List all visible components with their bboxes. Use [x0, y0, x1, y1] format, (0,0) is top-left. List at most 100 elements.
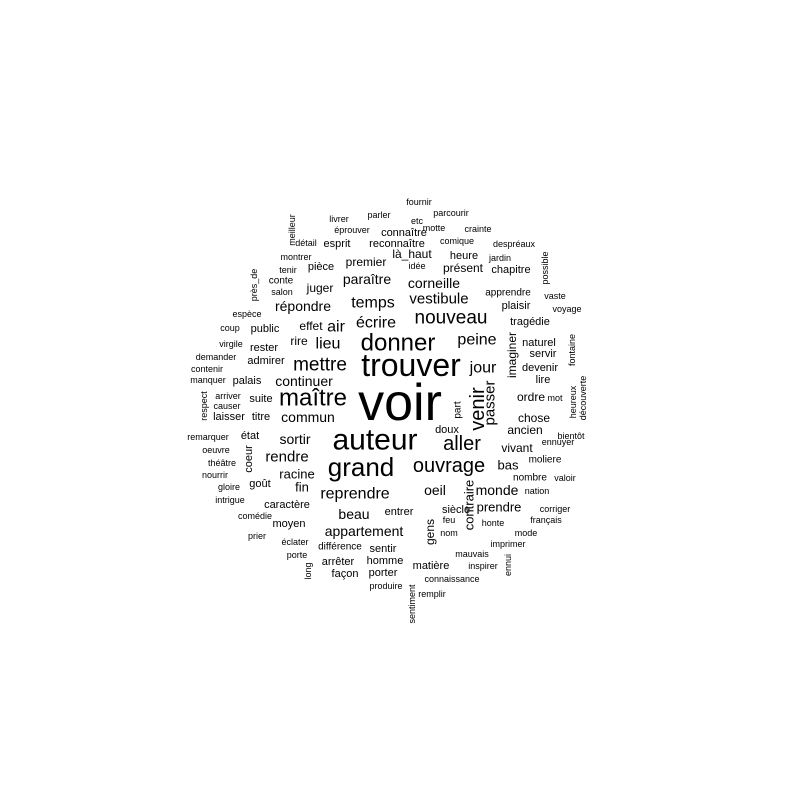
- word-ouvrage: ouvrage: [413, 455, 485, 477]
- word-sortir: sortir: [279, 431, 310, 447]
- word-lieu: lieu: [316, 336, 341, 353]
- word-bas: bas: [498, 458, 519, 473]
- word-suite: suite: [249, 393, 272, 405]
- word-appartement: appartement: [325, 523, 404, 539]
- word-grand: grand: [328, 452, 395, 482]
- word-virgile: virgile: [219, 339, 243, 349]
- word-éprouver: éprouver: [334, 225, 370, 235]
- word-chapitre: chapitre: [491, 264, 530, 276]
- word-arrêter: arrêter: [322, 556, 355, 568]
- word-contenir: contenir: [191, 364, 223, 374]
- word-façon: façon: [332, 568, 359, 580]
- word-premier: premier: [346, 255, 387, 269]
- word-nom: nom: [440, 528, 458, 538]
- word-demander: demander: [196, 352, 237, 362]
- word-public: public: [251, 323, 280, 335]
- word-aller: aller: [443, 433, 481, 455]
- word-apprendre: apprendre: [485, 288, 531, 299]
- word-sentir: sentir: [370, 543, 397, 555]
- word-mauvais: mauvais: [455, 549, 489, 559]
- word-passer: passer: [482, 380, 499, 425]
- word-état: état: [241, 430, 259, 442]
- word-connaissance: connaissance: [424, 574, 479, 584]
- word-près_de: près_de: [249, 269, 259, 302]
- word-nouveau: nouveau: [415, 308, 488, 329]
- word-plaisir: plaisir: [502, 300, 531, 312]
- word-doux: doux: [435, 424, 459, 436]
- word-inspirer: inspirer: [468, 561, 498, 571]
- word-ordre: ordre: [517, 390, 545, 404]
- word-là_haut: là_haut: [392, 247, 432, 261]
- word-tragédie: tragédie: [510, 316, 550, 328]
- word-fournir: fournir: [406, 197, 432, 207]
- word-chose: chose: [518, 411, 550, 425]
- word-goût: goût: [249, 478, 270, 490]
- word-reprendre: reprendre: [320, 486, 389, 503]
- word-voir: voir: [358, 374, 442, 432]
- word-continuer: continuer: [275, 373, 333, 389]
- word-homme: homme: [367, 555, 404, 567]
- word-répondre: répondre: [275, 298, 331, 314]
- word-possible: possible: [540, 251, 550, 284]
- word-voyage: voyage: [552, 304, 581, 314]
- word-pièce: pièce: [308, 261, 334, 273]
- word-remplir: remplir: [418, 589, 446, 599]
- word-mode: mode: [515, 528, 538, 538]
- word-français: français: [530, 515, 562, 525]
- word-corriger: corriger: [540, 504, 571, 514]
- word-caractère: caractère: [264, 499, 310, 511]
- word-reconnaître: reconnaître: [369, 238, 425, 250]
- word-peine: peine: [457, 332, 496, 349]
- word-connaître: connaître: [381, 227, 427, 239]
- word-conte: conte: [269, 276, 294, 287]
- word-contraire: contraire: [462, 480, 477, 531]
- word-temps: temps: [351, 295, 395, 312]
- word-théâtre: théâtre: [208, 458, 236, 468]
- word-porte: porte: [287, 550, 308, 560]
- word-rendre: rendre: [265, 449, 308, 466]
- word-vestibule: vestibule: [409, 291, 468, 308]
- word-prier: prier: [248, 531, 266, 541]
- word-despréaux: despréaux: [493, 239, 536, 249]
- word-coup: coup: [220, 323, 240, 333]
- word-tenir: tenir: [279, 265, 297, 275]
- word-comédie: comédie: [238, 511, 272, 521]
- word-crainte: crainte: [464, 224, 491, 234]
- word-air: air: [327, 319, 345, 336]
- word-respect: respect: [199, 391, 209, 421]
- word-oeil: oeil: [424, 482, 446, 498]
- word-parler: parler: [367, 210, 390, 220]
- word-vivant: vivant: [501, 441, 533, 455]
- word-entrer: entrer: [385, 506, 414, 518]
- word-heure: heure: [450, 250, 478, 262]
- word-moyen: moyen: [272, 518, 305, 530]
- word-commun: commun: [281, 409, 335, 425]
- word-nourrir: nourrir: [202, 470, 228, 480]
- word-ancien: ancien: [507, 423, 542, 437]
- word-idée: idée: [408, 261, 425, 271]
- word-fin: fin: [295, 480, 309, 495]
- word-remarquer: remarquer: [187, 432, 229, 442]
- word-prendre: prendre: [477, 500, 522, 515]
- word-nation: nation: [525, 486, 550, 496]
- word-découverte: découverte: [578, 376, 588, 421]
- word-causer: causer: [213, 401, 240, 411]
- word-beau: beau: [338, 506, 369, 522]
- word-long: long: [303, 562, 313, 579]
- word-heureux: heureux: [568, 385, 578, 418]
- word-honte: honte: [482, 518, 505, 528]
- word-effet: effet: [299, 319, 323, 333]
- word-sentiment: sentiment: [407, 584, 417, 624]
- word-éclater: éclater: [281, 537, 308, 547]
- word-porter: porter: [369, 567, 398, 579]
- word-servir: servir: [530, 348, 557, 360]
- word-arriver: arriver: [215, 391, 241, 401]
- word-corneille: corneille: [408, 275, 460, 291]
- word-rester: rester: [250, 342, 278, 354]
- word-comique: comique: [440, 236, 474, 246]
- word-ennui: ennui: [503, 554, 513, 576]
- word-laisser: laisser: [213, 411, 245, 423]
- word-parcourir: parcourir: [433, 208, 469, 218]
- word-ennuyer: ennuyer: [542, 437, 575, 447]
- word-monde: monde: [476, 482, 519, 498]
